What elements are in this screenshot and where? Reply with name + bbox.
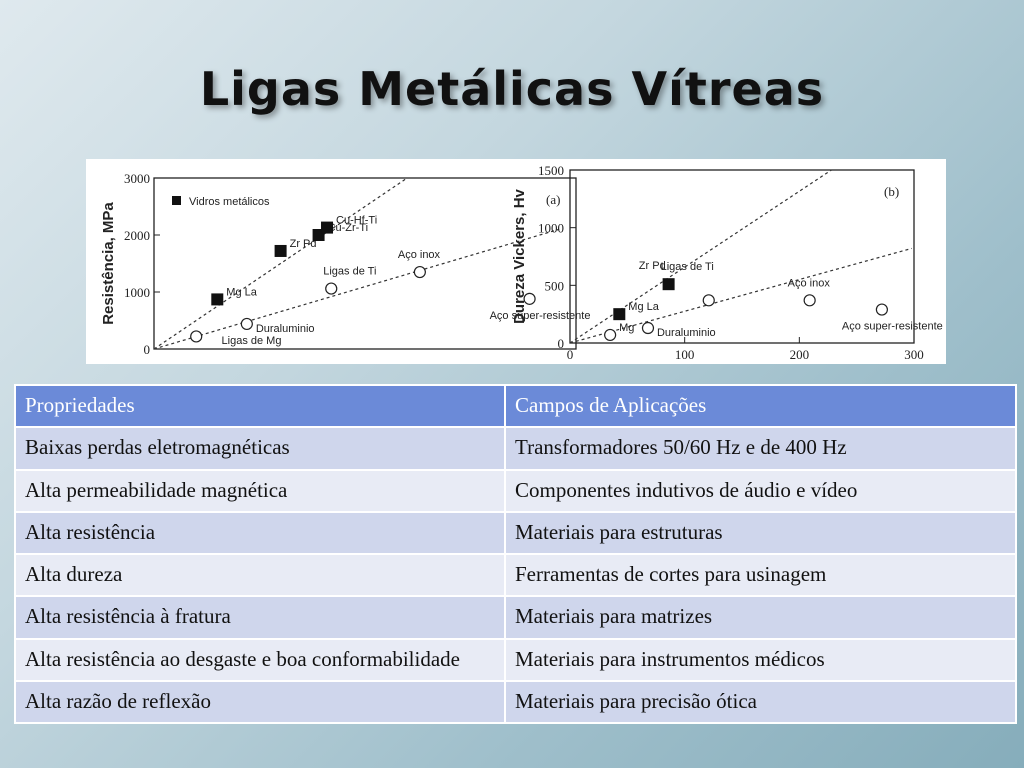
table-row: Alta razão de reflexão Materiais para pr…: [14, 680, 1017, 725]
chart-b-point-label: Aço super-resistente: [842, 321, 943, 333]
application-cell: Materiais para instrumentos médicos: [504, 637, 1017, 683]
chart-b-point-filled: [613, 308, 626, 321]
slide-title: Ligas Metálicas Vítreas: [199, 62, 825, 116]
chart-b-x-tick-label: 0: [567, 347, 574, 362]
chart-a-trend-line: [153, 228, 560, 350]
property-cell: Alta resistência ao desgaste e boa confo…: [14, 637, 506, 683]
chart-a-point-open: [325, 282, 338, 295]
chart-a-plot-frame: [153, 177, 577, 350]
chart-b-point-open: [803, 294, 816, 307]
chart-a-y-tick-label: 3000: [124, 171, 150, 186]
chart-b-y-tick-label: 1500: [538, 163, 564, 178]
chart-b-point-label: Ligas de Ti: [661, 261, 714, 273]
chart-b-point-filled: [662, 278, 675, 291]
chart-b-point-label: Mg: [619, 322, 634, 334]
chart-a-point-label: Zr Pd: [290, 238, 317, 250]
chart-b-point-open: [702, 294, 715, 307]
chart-b-point-label: Duraluminio: [657, 327, 716, 339]
property-cell: Alta resistência à fratura: [14, 595, 506, 640]
table-row: Alta dureza Ferramentas de cortes para u…: [14, 553, 1017, 598]
chart-b-x-tick-label: 200: [790, 347, 810, 362]
chart-a-legend-label: Vidros metálicos: [189, 196, 270, 208]
chart-a-point-label: Duraluminio: [256, 323, 315, 335]
chart-a-panel-label: (a): [546, 192, 560, 207]
chart-a-point-open: [190, 330, 203, 343]
chart-a-annotation: Ligas de Mg: [222, 335, 282, 347]
chart-a-point-label: Mg La: [226, 286, 257, 298]
application-cell: Materiais para matrizes: [504, 595, 1017, 640]
column-header-applications: Campos de Aplicações: [504, 383, 1017, 429]
chart-b-point-open: [875, 303, 888, 316]
chart-a-point-filled: [321, 221, 334, 234]
table-header-row: Propriedades Campos de Aplicações: [14, 383, 1017, 429]
chart-b-point-label: Aço inox: [788, 277, 831, 289]
application-cell: Materiais para estruturas: [504, 510, 1017, 556]
chart-a-y-tick-label: 2000: [124, 228, 150, 243]
chart-a-legend-marker: [172, 196, 181, 205]
chart-b-x-tick-label: 100: [675, 347, 695, 362]
chart-a-y-axis-label: Resistência, MPa: [100, 202, 117, 325]
property-cell: Alta resistência: [14, 510, 506, 556]
chart-a-point-filled: [211, 293, 224, 306]
chart-a-y-tick-label: 0: [144, 342, 151, 357]
table-row: Alta resistência ao desgaste e boa confo…: [14, 637, 1017, 683]
property-cell: Alta permeabilidade magnética: [14, 468, 506, 513]
chart-a-point-open: [523, 292, 536, 305]
chart-a-point-label: Cu-Zr-Ti: [328, 222, 369, 234]
chart-b-annotation: Zr Pd: [639, 260, 666, 272]
chart-b-point-open: [604, 328, 617, 342]
chart-a-point-open: [413, 265, 426, 279]
column-header-properties: Propriedades: [14, 383, 506, 429]
chart-a-point-filled: [274, 244, 287, 257]
chart-b-point-label: Mg La: [628, 301, 659, 313]
chart-b-trend-line: [569, 247, 912, 344]
table-row: Alta permeabilidade magnética Componente…: [14, 468, 1017, 513]
application-cell: Materiais para precisão ótica: [504, 680, 1017, 725]
application-cell: Ferramentas de cortes para usinagem: [504, 553, 1017, 598]
chart-a-point-label: Ligas de Ti: [323, 266, 376, 278]
chart-a-point-open: [240, 317, 253, 331]
property-cell: Alta dureza: [14, 553, 506, 598]
chart-b-y-tick-label: 0: [558, 336, 565, 351]
chart-b-point-open: [641, 321, 655, 335]
figure-panel: 0 1000 2000 3000 Resistência, MPa (a) Mg La Zr …: [86, 159, 946, 364]
chart-a-point-label: Aço inox: [398, 249, 441, 261]
chart-b-trend-line: [569, 169, 832, 344]
chart-b-plot-frame: [569, 169, 915, 344]
table-row: Baixas perdas eletromagnéticas Transform…: [14, 426, 1017, 471]
application-cell: Componentes indutivos de áudio e vídeo: [504, 468, 1017, 513]
property-cell: Alta razão de reflexão: [14, 680, 506, 725]
application-cell: Transformadores 50/60 Hz e de 400 Hz: [504, 426, 1017, 471]
chart-a-trend-line: [153, 177, 408, 350]
properties-table: Propriedades Campos de Aplicações Baixas…: [14, 383, 1017, 725]
chart-a-y-tick-label: 1000: [124, 285, 150, 300]
chart-b-x-tick-label: 300: [904, 347, 924, 362]
chart-b-y-tick-label: 500: [545, 278, 565, 293]
chart-b-panel-label: (b): [884, 184, 899, 199]
chart-a-point-label: Aço super-resistente: [490, 310, 591, 322]
table-row: Alta resistência Materiais para estrutur…: [14, 510, 1017, 556]
chart-b-y-axis-label: Dureza Vickers, Hv: [511, 188, 528, 323]
table-row: Alta resistência à fratura Materiais par…: [14, 595, 1017, 640]
chart-a-point-label: Cu-Hf-Ti: [336, 215, 377, 227]
property-cell: Baixas perdas eletromagnéticas: [14, 426, 506, 471]
chart-b-y-tick-label: 1000: [538, 221, 564, 236]
